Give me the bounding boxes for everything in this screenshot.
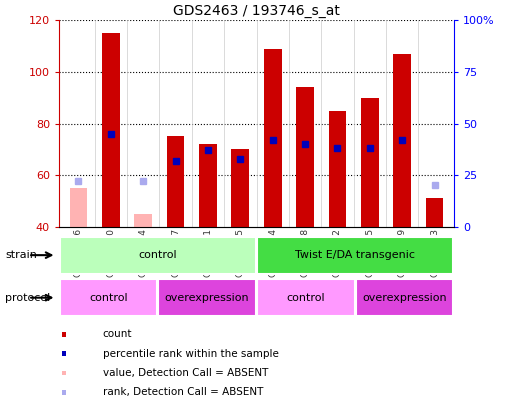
Text: rank, Detection Call = ABSENT: rank, Detection Call = ABSENT <box>103 388 263 397</box>
Bar <box>393 54 411 227</box>
Text: overexpression: overexpression <box>362 293 447 303</box>
Bar <box>60 279 157 316</box>
Bar <box>257 237 453 274</box>
Bar <box>167 136 185 227</box>
Bar <box>296 87 314 227</box>
Text: control: control <box>89 293 128 303</box>
Text: protocol: protocol <box>5 293 50 303</box>
Bar <box>356 279 453 316</box>
Bar <box>199 144 217 227</box>
Bar <box>102 33 120 227</box>
Text: control: control <box>139 250 177 260</box>
Text: control: control <box>287 293 325 303</box>
Bar <box>70 188 87 227</box>
Bar <box>134 214 152 227</box>
Bar <box>328 111 346 227</box>
Bar <box>426 198 443 227</box>
Bar <box>257 279 354 316</box>
Text: percentile rank within the sample: percentile rank within the sample <box>103 349 279 358</box>
Bar <box>361 98 379 227</box>
Bar <box>231 149 249 227</box>
Text: value, Detection Call = ABSENT: value, Detection Call = ABSENT <box>103 368 268 378</box>
Title: GDS2463 / 193746_s_at: GDS2463 / 193746_s_at <box>173 4 340 18</box>
Text: overexpression: overexpression <box>165 293 249 303</box>
Text: strain: strain <box>5 250 37 260</box>
Text: Twist E/DA transgenic: Twist E/DA transgenic <box>295 250 415 260</box>
Bar <box>264 49 282 227</box>
Text: count: count <box>103 329 132 339</box>
Bar <box>60 237 256 274</box>
Bar <box>159 279 256 316</box>
